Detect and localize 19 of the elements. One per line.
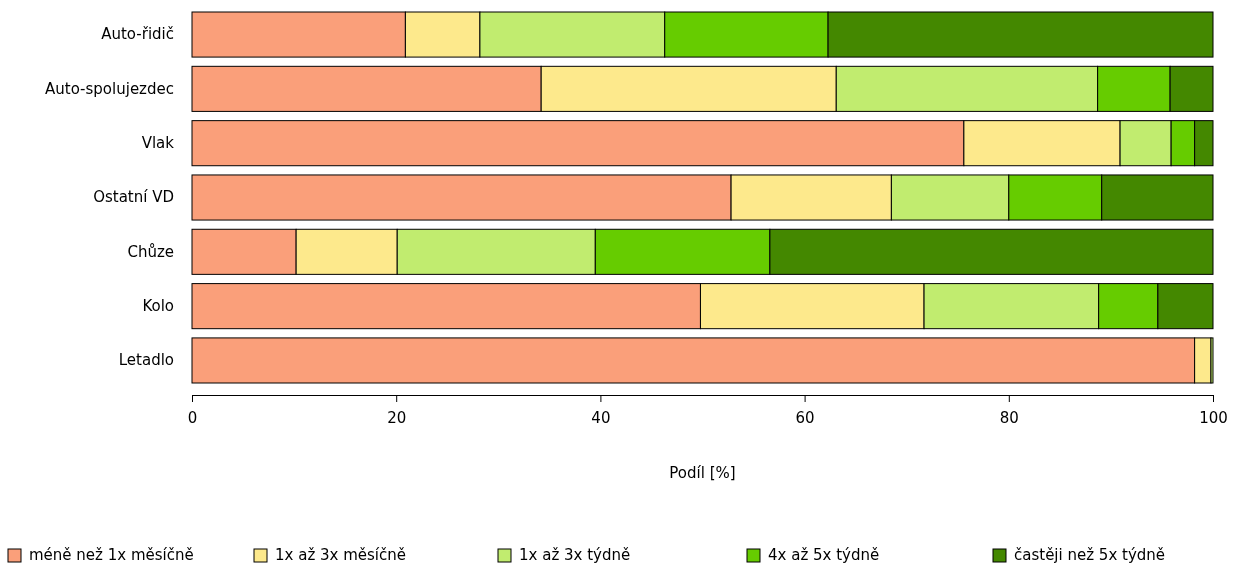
y-tick-label: Letadlo [118, 351, 174, 370]
x-axis-title: Podíl [%] [669, 464, 736, 482]
legend-label: častěji než 5x týdně [1014, 546, 1166, 565]
y-tick-label: Ostatní VD [93, 188, 174, 207]
x-tick-label: 20 [387, 409, 407, 427]
x-tick-label: 100 [1199, 409, 1228, 427]
legend-label: 1x až 3x týdně [519, 546, 631, 565]
legend-label: 4x až 5x týdně [768, 546, 880, 565]
x-tick-label: 0 [187, 409, 198, 427]
x-tick-label: 40 [591, 409, 611, 427]
y-tick-label: Auto-spolujezdec [45, 79, 174, 98]
x-tick-label: 80 [999, 409, 1019, 427]
y-tick-label: Auto-řidič [101, 25, 174, 44]
y-tick-label: Chůze [127, 242, 174, 261]
legend-label: méně než 1x měsíčně [29, 546, 194, 565]
y-tick-label: Kolo [142, 296, 174, 315]
y-tick-label: Vlak [141, 133, 175, 152]
x-tick-label: 60 [795, 409, 815, 427]
legend-label: 1x až 3x měsíčně [275, 546, 407, 565]
